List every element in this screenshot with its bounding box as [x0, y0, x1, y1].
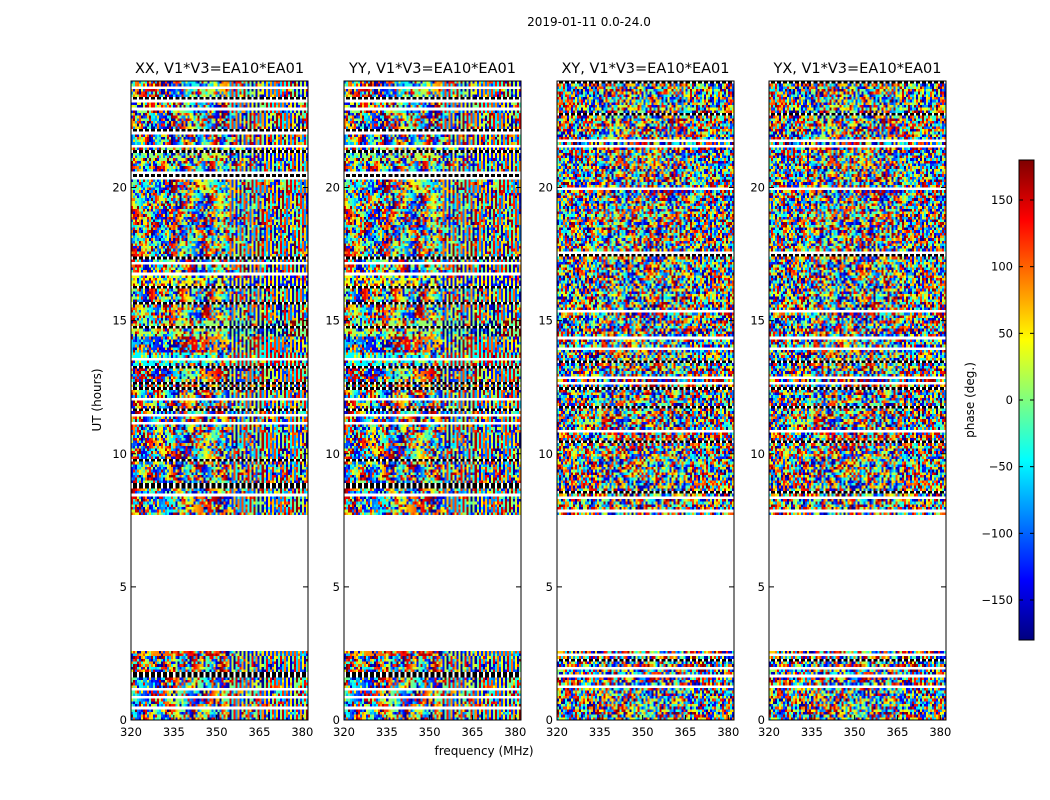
y-tick-label-xx-5: 5: [120, 580, 127, 594]
axes-frame-xx: [130, 80, 309, 721]
y-axis-label: UT (hours): [90, 368, 104, 431]
y-tick-label-yy-20: 20: [325, 181, 340, 195]
y-tick-label-yx-10: 10: [750, 447, 765, 461]
x-tick-label-yx-320: 320: [758, 725, 780, 739]
x-tick-label-yy-365: 365: [461, 725, 483, 739]
y-tick-label-xx-10: 10: [112, 447, 127, 461]
panel-yy: YY, V1*V3=EA10*EA01 320 335 350 365 380 0 5 10 15…: [325, 61, 526, 739]
x-tick-label-xx-320: 320: [120, 725, 142, 739]
colorbar-tick-label-3: 0: [1006, 393, 1013, 407]
y-tick-label-xy-20: 20: [538, 181, 553, 195]
panel-yx: YX, V1*V3=EA10*EA01 320 335 350 365 380 0 5 10 15…: [750, 61, 951, 739]
x-axis-label: frequency (MHz): [434, 744, 533, 758]
x-tick-label-yy-380: 380: [504, 725, 526, 739]
y-tick-label-yx-5: 5: [758, 580, 765, 594]
y-tick-label-xy-0: 0: [546, 713, 553, 727]
y-tick-label-yy-0: 0: [333, 713, 340, 727]
x-tick-label-yy-335: 335: [376, 725, 398, 739]
panel-title-yy: YY, V1*V3=EA10*EA01: [348, 61, 516, 77]
x-tick-label-yy-320: 320: [333, 725, 355, 739]
x-tick-label-xx-365: 365: [248, 725, 270, 739]
phase-heatmap-xx: [131, 81, 308, 720]
phase-heatmap-yy: [344, 81, 521, 720]
y-tick-label-xy-10: 10: [538, 447, 553, 461]
panel-xx: XX, V1*V3=EA10*EA01 320 335 350 365 380 0 5 10 15…: [112, 61, 313, 739]
x-tick-label-yx-380: 380: [929, 725, 951, 739]
colorbar-tick-label-4: −50: [989, 460, 1013, 474]
y-tick-label-xx-20: 20: [112, 181, 127, 195]
axes-frame-yy: [343, 80, 522, 721]
figure-title: 2019-01-11 0.0-24.0: [527, 15, 651, 29]
panel-xy: XY, V1*V3=EA10*EA01 320 335 350 365 380 0 5 10 15…: [538, 61, 739, 739]
phase-heatmap-xy: [557, 81, 734, 720]
colorbar-ticks: 150 100 50 0 −50 −100 −150: [981, 193, 1034, 607]
x-tick-label-xx-350: 350: [206, 725, 228, 739]
y-tick-label-xy-5: 5: [546, 580, 553, 594]
colorbar-tick-label-5: −100: [981, 526, 1013, 540]
x-tick-label-xy-350: 350: [632, 725, 654, 739]
colorbar-label: phase (deg.): [963, 362, 977, 438]
panel-title-xx: XX, V1*V3=EA10*EA01: [135, 61, 304, 77]
y-tick-label-xy-15: 15: [538, 314, 553, 328]
x-tick-label-xy-365: 365: [674, 725, 696, 739]
x-tick-label-xy-320: 320: [546, 725, 568, 739]
x-tick-label-xy-335: 335: [589, 725, 611, 739]
x-tick-label-xx-380: 380: [291, 725, 313, 739]
y-tick-label-xx-0: 0: [120, 713, 127, 727]
x-tick-label-yy-350: 350: [419, 725, 441, 739]
y-tick-label-yx-15: 15: [750, 314, 765, 328]
colorbar-tick-label-1: 100: [991, 260, 1013, 274]
panel-title-yx: YX, V1*V3=EA10*EA01: [772, 61, 941, 77]
colorbar: 150 100 50 0 −50 −100 −150: [981, 159, 1035, 641]
panels: XX, V1*V3=EA10*EA01 320 335 350 365 380 0 5 10 15…: [112, 61, 951, 739]
panel-title-xy: XY, V1*V3=EA10*EA01: [561, 61, 729, 77]
x-tick-label-yx-365: 365: [886, 725, 908, 739]
y-tick-label-yy-10: 10: [325, 447, 340, 461]
colorbar-tick-label-6: −150: [981, 593, 1013, 607]
colorbar-tick-label-2: 50: [998, 326, 1013, 340]
colorbar-tick-label-0: 150: [991, 193, 1013, 207]
phase-heatmap-yx: [769, 81, 946, 720]
x-tick-label-xx-335: 335: [163, 725, 185, 739]
x-tick-label-yx-335: 335: [801, 725, 823, 739]
axes-frame-xy: [556, 80, 735, 721]
y-tick-label-xx-15: 15: [112, 314, 127, 328]
y-tick-label-yx-0: 0: [758, 713, 765, 727]
y-tick-label-yy-5: 5: [333, 580, 340, 594]
x-tick-label-xy-380: 380: [717, 725, 739, 739]
x-tick-label-yx-350: 350: [844, 725, 866, 739]
y-tick-label-yx-20: 20: [750, 181, 765, 195]
axes-frame-yx: [768, 80, 947, 721]
y-tick-label-yy-15: 15: [325, 314, 340, 328]
